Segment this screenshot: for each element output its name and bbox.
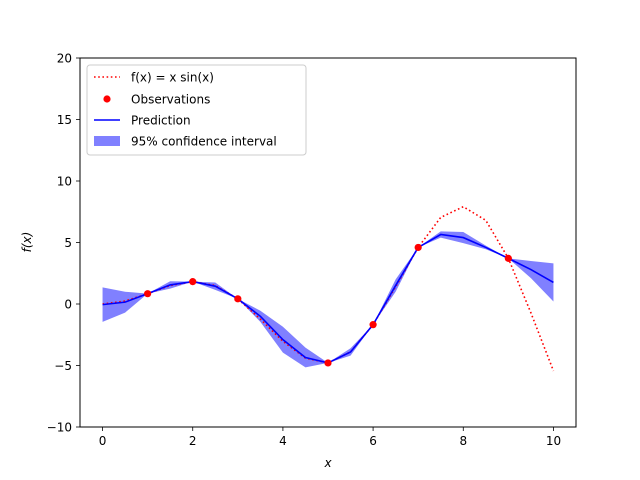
plot-area — [102, 205, 555, 372]
axis-ticks: 0 2 4 6 8 10 −10 −5 0 5 10 15 20 — [47, 52, 561, 449]
legend-box — [86, 64, 307, 156]
observation-point — [324, 359, 332, 367]
y-tick-label: −10 — [47, 421, 72, 435]
y-tick-label: 0 — [64, 298, 72, 312]
x-tick-label: 4 — [279, 434, 287, 448]
x-tick-label: 8 — [459, 434, 467, 448]
x-axis-label: x — [323, 456, 332, 470]
observation-point — [144, 290, 152, 298]
legend-handle-band — [94, 136, 120, 146]
y-tick-label: 15 — [57, 113, 72, 127]
legend: f(x) = x sin(x) Observations Prediction 95%… — [86, 64, 307, 156]
x-tick-label: 2 — [189, 434, 197, 448]
observation-point — [414, 243, 422, 252]
observation-point — [369, 321, 377, 329]
legend-label: f(x) = x sin(x) — [131, 71, 214, 85]
legend-label: Prediction — [131, 114, 191, 128]
legend-label: 95% confidence interval — [131, 135, 277, 149]
legend-label: Observations — [131, 93, 210, 107]
legend-handle-observations — [103, 95, 111, 103]
observation-point — [189, 278, 197, 286]
x-tick-label: 10 — [546, 434, 561, 448]
x-tick-label: 0 — [99, 434, 107, 448]
y-tick-label: 20 — [57, 52, 72, 66]
x-tick-label: 6 — [369, 434, 377, 448]
y-tick-label: 10 — [57, 175, 72, 189]
y-tick-label: −5 — [54, 359, 72, 373]
observation-point — [234, 295, 242, 303]
y-tick-label: 5 — [64, 236, 72, 250]
observation-point — [504, 254, 512, 262]
y-axis-label: f(x) — [20, 232, 34, 253]
